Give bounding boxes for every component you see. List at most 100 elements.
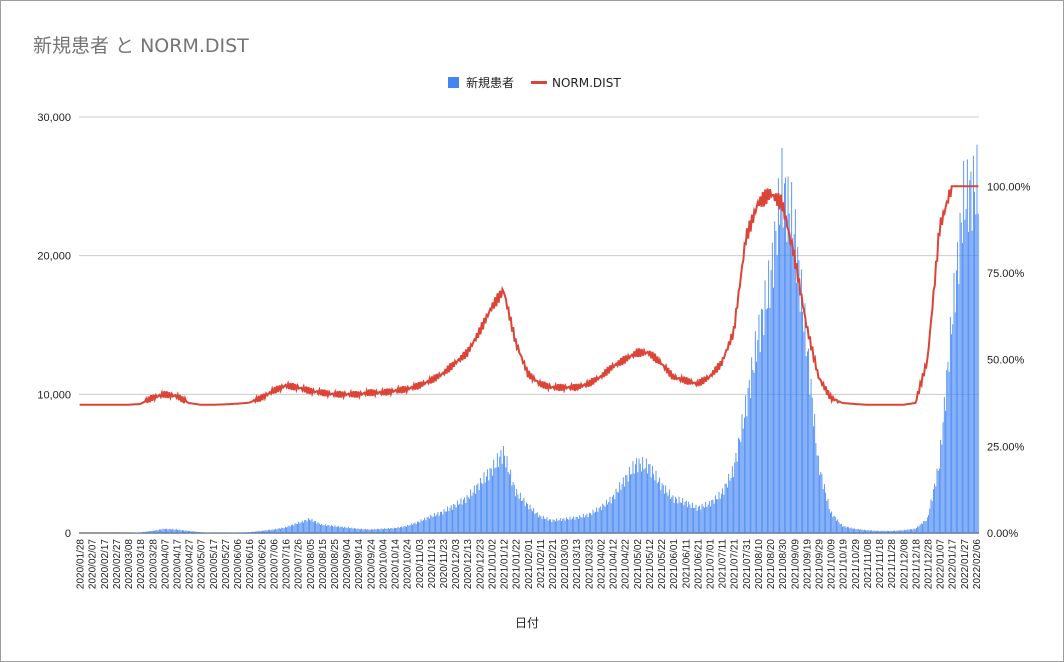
bar [593, 512, 595, 533]
bar [693, 508, 694, 533]
bar [624, 486, 625, 533]
bar [533, 508, 535, 533]
bar [905, 530, 906, 533]
bar [877, 530, 879, 533]
x-tick-label: 2020/11/13 [427, 539, 438, 589]
bar [395, 528, 396, 533]
bar [198, 531, 200, 533]
bar [488, 480, 490, 533]
bar [588, 512, 590, 533]
bar [763, 335, 765, 533]
bar [854, 528, 856, 533]
bar [825, 492, 827, 533]
bar [322, 525, 324, 533]
bar [920, 523, 922, 533]
bar [790, 242, 791, 533]
x-tick-label: 2021/10/09 [827, 539, 838, 589]
legend-swatch-bar [448, 77, 459, 88]
bar [271, 529, 273, 533]
bar [796, 282, 797, 533]
bar [630, 474, 631, 533]
bar [529, 504, 531, 533]
bar [632, 461, 634, 533]
bar [202, 532, 204, 533]
bar [873, 530, 875, 533]
bar [236, 532, 238, 533]
x-tick-label: 2020/08/15 [318, 539, 329, 589]
bar [688, 501, 690, 533]
bar [240, 532, 241, 533]
bar [943, 396, 945, 533]
bar [413, 523, 415, 533]
bar [601, 510, 602, 533]
bar [379, 529, 381, 533]
bar [289, 526, 291, 533]
bar [716, 499, 717, 533]
bar [563, 518, 565, 533]
bar [452, 509, 453, 533]
bar [267, 529, 269, 533]
bar [798, 260, 800, 533]
bar [494, 468, 496, 533]
bar [482, 484, 484, 533]
x-tick-label: 2021/08/10 [754, 539, 765, 589]
bar [275, 528, 277, 533]
bar [913, 528, 915, 533]
bar [206, 532, 208, 533]
bar [814, 414, 816, 533]
bar [604, 506, 606, 533]
bar [897, 530, 899, 533]
bar [871, 530, 873, 533]
bar [811, 397, 813, 533]
bar [786, 242, 788, 533]
bar [390, 528, 392, 533]
bar [929, 508, 931, 533]
bar [815, 443, 817, 533]
bar [255, 531, 257, 533]
bar [510, 469, 512, 533]
bar [433, 512, 435, 533]
bar [866, 530, 868, 533]
bar [158, 529, 160, 533]
bar [523, 497, 525, 533]
bar [764, 280, 766, 533]
bar [555, 521, 556, 533]
bar [935, 486, 937, 533]
bar [536, 512, 538, 533]
bar [249, 532, 251, 533]
x-tick-label: 2020/12/23 [475, 539, 486, 589]
bar [504, 455, 506, 533]
bar [150, 531, 152, 533]
bar [172, 528, 174, 533]
bar [401, 526, 403, 533]
bar [431, 516, 433, 533]
bar [241, 532, 243, 533]
bar [248, 532, 250, 533]
bar [425, 520, 427, 533]
x-tick-label: 2020/10/24 [403, 539, 414, 589]
bar [572, 518, 573, 533]
bar [165, 528, 166, 533]
bar [650, 477, 652, 533]
bar [964, 219, 966, 533]
bar [470, 489, 472, 533]
x-tick-label: 2020/10/04 [378, 539, 389, 589]
bar [603, 505, 605, 533]
x-tick-label: 2021/10/19 [839, 539, 850, 589]
bar [286, 527, 287, 533]
bar [752, 370, 754, 533]
bar [907, 529, 909, 533]
bar [174, 529, 176, 533]
bar [890, 530, 892, 533]
bar [579, 515, 581, 533]
bar [265, 530, 267, 533]
bar [622, 477, 624, 533]
bar [853, 528, 854, 533]
bar [930, 499, 932, 533]
x-tick-label: 2020/11/03 [415, 539, 426, 589]
x-tick-label: 2021/11/18 [875, 539, 886, 589]
x-tick-label: 2021/01/22 [512, 539, 523, 589]
bar [448, 511, 450, 533]
bar [899, 530, 900, 533]
